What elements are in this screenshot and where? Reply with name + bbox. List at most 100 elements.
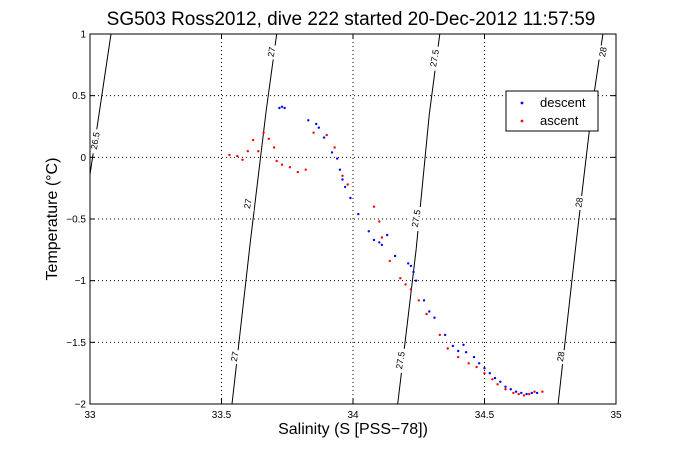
ascent-point <box>417 299 420 302</box>
ascent-point <box>388 259 391 263</box>
ascent-point <box>404 283 407 286</box>
contour-label: 27 <box>242 198 254 210</box>
x-tick-label: 35 <box>610 410 622 421</box>
contour-label-background <box>228 350 241 365</box>
descent-point <box>412 270 415 274</box>
y-tick-label: 1 <box>80 30 86 41</box>
ascent-point <box>372 205 376 208</box>
ascent-point <box>325 133 328 137</box>
ascent-point <box>262 131 265 134</box>
y-tick-label: −2 <box>75 400 87 411</box>
ascent-point <box>272 146 276 149</box>
descent-point <box>372 238 376 242</box>
contour-label-background <box>410 207 423 231</box>
ascent-point <box>522 394 526 397</box>
descent-point <box>514 390 518 393</box>
ascent-point <box>457 355 460 359</box>
density-contour-26.5 <box>89 33 112 175</box>
ascent-point <box>491 378 494 381</box>
descent-point <box>483 367 486 370</box>
contour-label: 27.5 <box>428 49 441 68</box>
x-tick-label: 34.5 <box>475 410 495 421</box>
descent-point <box>386 233 389 237</box>
grid-lines <box>90 34 616 404</box>
contour-label-background <box>596 45 609 60</box>
y-tick-label: 0.5 <box>72 91 86 102</box>
descent-point <box>393 254 397 258</box>
ascent-point <box>504 388 507 391</box>
ascent-point <box>496 383 499 386</box>
legend: descent ascent <box>505 90 599 132</box>
contour-label: 28 <box>573 197 585 209</box>
descent-point <box>407 262 410 265</box>
ascent-point <box>296 170 299 174</box>
descent-point <box>462 343 465 346</box>
ascent-point <box>475 365 478 369</box>
contour-label-background <box>241 197 254 212</box>
descent-point <box>307 119 310 122</box>
data-points <box>228 105 544 397</box>
contour-label: 27.5 <box>394 351 407 370</box>
descent-point <box>283 106 286 110</box>
contour-label-background <box>573 195 586 210</box>
descent-point <box>349 196 352 200</box>
ascent-point <box>380 236 384 239</box>
ascent-point <box>251 138 255 142</box>
descent-point <box>504 385 507 388</box>
descent-point <box>428 310 431 313</box>
contour-label-background <box>265 45 278 60</box>
descent-point <box>278 106 281 110</box>
descent-point <box>451 344 455 348</box>
ascent-point <box>257 150 260 153</box>
ascent-point <box>399 277 402 280</box>
y-tick-label: 0 <box>80 153 86 164</box>
descent-point <box>378 241 381 244</box>
ascent-point <box>528 392 531 396</box>
legend-label-ascent: ascent <box>540 113 579 128</box>
ascent-point <box>288 166 292 169</box>
ascent-point <box>275 159 278 163</box>
x-tick-label: 34 <box>347 410 359 421</box>
descent-point <box>343 185 347 189</box>
ascent-point <box>409 288 413 291</box>
legend-box <box>505 90 599 132</box>
contour-label-background <box>89 129 102 154</box>
ascent-point <box>267 137 270 140</box>
descent-point <box>488 372 491 375</box>
chart-title: SG503 Ross2012, dive 222 started 20-Dec-… <box>107 9 596 30</box>
ascent-point <box>483 372 486 375</box>
contour-label: 28 <box>597 46 609 58</box>
ascent-point <box>512 391 515 395</box>
ascent-point <box>541 390 544 393</box>
legend-marker-descent <box>520 101 524 105</box>
descent-point <box>414 279 418 282</box>
descent-point <box>336 157 339 160</box>
contour-label-background <box>554 350 567 365</box>
ascent-point <box>438 333 441 337</box>
descent-point <box>317 126 320 129</box>
axis-ticks: 33 33.5 34 34.5 35 −2 −1.5 −1 −0.5 0 0.5 1 <box>66 30 622 422</box>
ascent-point <box>346 183 349 186</box>
ascent-point <box>378 220 381 223</box>
ascent-point <box>304 168 307 171</box>
descent-point <box>422 299 426 302</box>
contour-label: 27 <box>229 351 241 363</box>
descent-point <box>457 349 460 353</box>
descent-point <box>330 151 334 154</box>
x-axis-label: Salinity (S [PSS−78]) <box>278 421 428 438</box>
density-contour-28 <box>557 33 604 405</box>
contour-label: 27 <box>266 46 278 58</box>
descent-point <box>478 362 481 365</box>
descent-point <box>315 122 318 126</box>
legend-label-descent: descent <box>540 95 586 110</box>
ascent-point <box>246 150 249 153</box>
y-tick-label: −1.5 <box>66 338 86 349</box>
ascent-point <box>467 362 470 365</box>
descent-point <box>472 355 476 359</box>
ascent-point <box>236 154 239 158</box>
descent-point <box>464 351 468 354</box>
descent-point <box>525 392 528 396</box>
descent-point <box>535 391 539 395</box>
x-tick-label: 33.5 <box>212 410 232 421</box>
